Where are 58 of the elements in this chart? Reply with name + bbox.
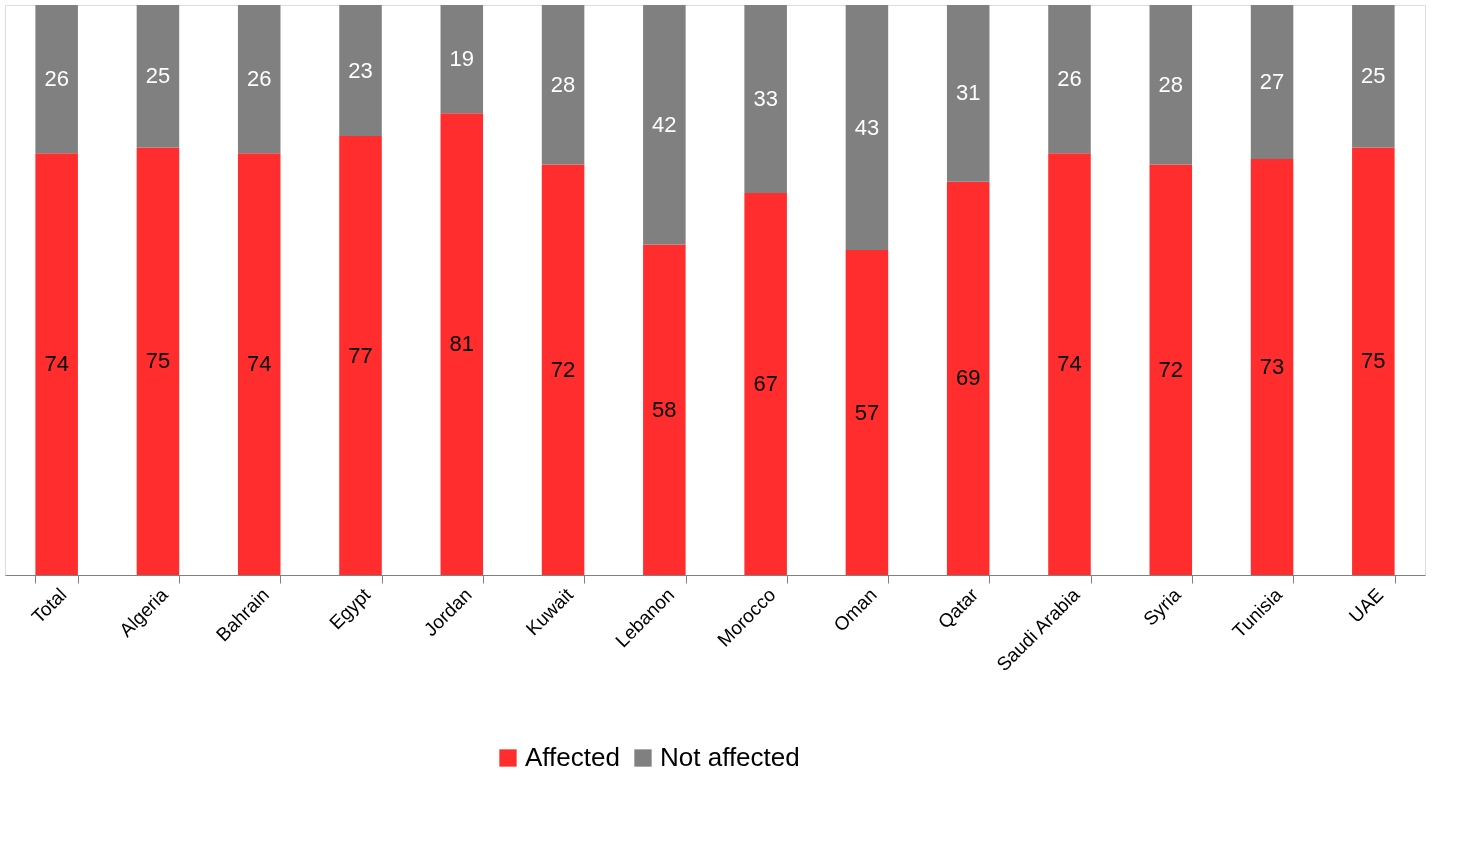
data-label: 74 [1057, 351, 1082, 377]
bar [440, 5, 484, 114]
data-label: 57 [854, 399, 880, 425]
data-label: 75 [145, 348, 171, 374]
bar [1149, 5, 1193, 165]
data-label: 25 [1361, 63, 1386, 89]
bar [440, 113, 484, 575]
data-label: 26 [44, 66, 69, 92]
data-label: 25 [145, 63, 171, 89]
bar [946, 5, 990, 182]
data-label: 26 [246, 66, 272, 92]
bar [1149, 164, 1193, 575]
legend-label: Affected [525, 742, 620, 772]
bar [1250, 158, 1294, 575]
data-label: 19 [449, 46, 475, 72]
bar [1048, 153, 1091, 575]
data-label: 28 [550, 71, 576, 97]
bar [744, 193, 787, 575]
bar [946, 181, 990, 575]
data-label: 28 [1158, 71, 1184, 97]
data-label: 77 [348, 342, 373, 368]
bar [136, 5, 180, 148]
bar [1352, 147, 1395, 575]
bar [339, 5, 382, 137]
bar [845, 250, 889, 575]
bar [237, 153, 281, 575]
data-label: 27 [1259, 68, 1285, 94]
data-label: 73 [1259, 353, 1285, 379]
data-label: 31 [955, 80, 981, 106]
data-label: 33 [753, 86, 778, 112]
bar [136, 147, 180, 575]
data-label: 26 [1057, 66, 1082, 92]
data-label: 23 [348, 57, 373, 83]
bar [541, 164, 585, 575]
data-label: 72 [550, 356, 576, 382]
bar [643, 5, 686, 245]
legend-label: Not affected [660, 742, 800, 772]
bar [744, 5, 787, 194]
bar [1250, 5, 1294, 159]
data-label: 72 [1158, 356, 1184, 382]
data-label: 43 [854, 114, 880, 140]
data-label: 58 [652, 396, 677, 422]
data-label: 69 [955, 365, 981, 391]
data-label: 74 [246, 351, 272, 377]
data-label: 75 [1361, 348, 1386, 374]
data-label: 67 [753, 371, 778, 397]
bar [1048, 5, 1091, 154]
data-label: 81 [449, 331, 475, 357]
bar [35, 153, 78, 575]
bar [1352, 5, 1395, 148]
data-label: 74 [44, 351, 69, 377]
bar [845, 5, 889, 251]
bar [643, 244, 686, 575]
bar [339, 136, 382, 575]
bar [237, 5, 281, 154]
data-label: 42 [652, 111, 677, 137]
bar [541, 5, 585, 165]
bar [35, 5, 78, 154]
